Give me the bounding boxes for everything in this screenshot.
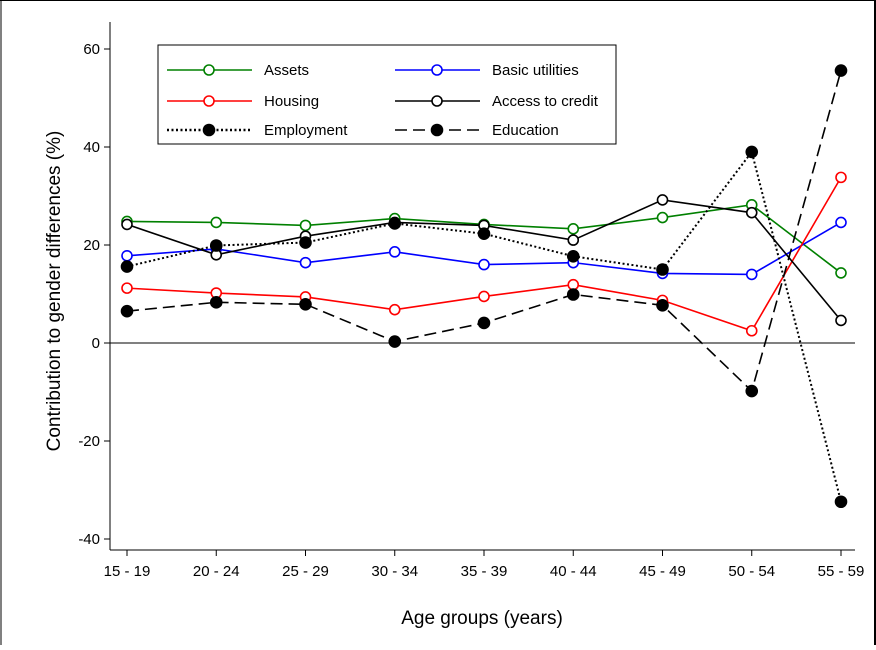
- legend-marker-employment: [202, 123, 216, 137]
- data-point-education: [388, 335, 402, 348]
- data-point-basic-utilities: [121, 249, 133, 262]
- legend-label-housing: Housing: [264, 93, 319, 110]
- data-point-employment: [299, 236, 312, 249]
- series-education: [120, 64, 848, 398]
- data-point-assets: [656, 211, 669, 224]
- data-point-employment: [477, 227, 491, 241]
- data-point-employment: [656, 263, 669, 276]
- x-tick-label: 40 - 44: [550, 563, 597, 580]
- data-point-basic-utilities: [388, 246, 401, 258]
- data-point-employment: [566, 249, 580, 263]
- data-point-employment: [834, 495, 848, 509]
- y-tick-label: 40: [83, 139, 100, 156]
- series-layer: [120, 64, 848, 509]
- y-ticks: -40 -20 0 20 40 60: [78, 41, 110, 548]
- x-ticks: 15 - 19 20 - 24 25 - 29 30 - 34 35 - 39 40 - …: [104, 550, 865, 580]
- x-tick-label: 50 - 54: [728, 563, 775, 580]
- legend-label-education: Education: [492, 122, 559, 139]
- x-tick-label: 55 - 59: [818, 563, 865, 580]
- data-point-housing: [745, 324, 758, 337]
- data-point-education: [299, 297, 312, 311]
- y-axis-label: Contribution to gender differences (%): [44, 131, 65, 452]
- legend: Assets Basic utilities Housing Access to cr…: [157, 44, 617, 145]
- legend-marker-assets: [203, 64, 215, 76]
- data-point-housing: [835, 171, 847, 184]
- y-tick-label: 20: [83, 237, 100, 254]
- data-point-education: [834, 64, 848, 77]
- data-point-housing: [478, 290, 490, 303]
- legend-marker-basic-utilities: [431, 64, 443, 76]
- data-point-employment: [209, 239, 223, 252]
- data-point-access-to-credit: [656, 194, 669, 206]
- y-tick-label: 0: [92, 335, 100, 352]
- data-point-education: [477, 316, 491, 330]
- data-point-housing: [388, 303, 401, 316]
- x-tick-label: 20 - 24: [193, 563, 240, 580]
- data-point-employment: [120, 260, 134, 273]
- legend-marker-education: [430, 123, 444, 137]
- data-point-employment: [388, 217, 402, 230]
- data-point-assets: [299, 219, 312, 232]
- legend-marker-access-to-credit: [431, 95, 443, 107]
- legend-label-employment: Employment: [264, 122, 348, 139]
- y-tick-label: 60: [83, 41, 100, 58]
- legend-marker-housing: [203, 95, 215, 107]
- data-point-assets: [835, 267, 847, 279]
- x-tick-label: 30 - 34: [371, 563, 418, 580]
- data-point-basic-utilities: [478, 258, 490, 271]
- data-point-access-to-credit: [567, 234, 580, 246]
- x-axis-label: Age groups (years): [401, 608, 563, 629]
- y-tick-label: -40: [78, 531, 100, 548]
- data-point-education: [656, 298, 669, 312]
- data-point-access-to-credit: [745, 206, 758, 219]
- data-point-basic-utilities: [299, 256, 312, 269]
- y-tick-label: -20: [78, 433, 100, 450]
- data-point-assets: [567, 223, 580, 235]
- data-point-access-to-credit: [835, 314, 847, 327]
- data-point-housing: [121, 282, 133, 294]
- data-point-education: [566, 288, 580, 301]
- x-tick-label: 25 - 29: [282, 563, 329, 580]
- x-tick-label: 45 - 49: [639, 563, 686, 580]
- data-point-education: [745, 384, 759, 398]
- data-point-basic-utilities: [745, 268, 758, 281]
- legend-box: [157, 44, 617, 145]
- x-tick-label: 15 - 19: [104, 563, 151, 580]
- data-point-employment: [745, 145, 759, 159]
- legend-label-assets: Assets: [264, 62, 309, 79]
- data-point-education: [120, 304, 134, 318]
- data-point-assets: [210, 216, 223, 229]
- x-tick-label: 35 - 39: [461, 563, 508, 580]
- data-point-basic-utilities: [835, 216, 847, 229]
- data-point-education: [209, 296, 223, 309]
- series-employment: [120, 145, 848, 509]
- series-basic-utilities: [121, 216, 847, 281]
- legend-label-access-to-credit: Access to credit: [492, 93, 599, 110]
- data-point-access-to-credit: [121, 218, 133, 231]
- legend-label-basic-utilities: Basic utilities: [492, 62, 579, 79]
